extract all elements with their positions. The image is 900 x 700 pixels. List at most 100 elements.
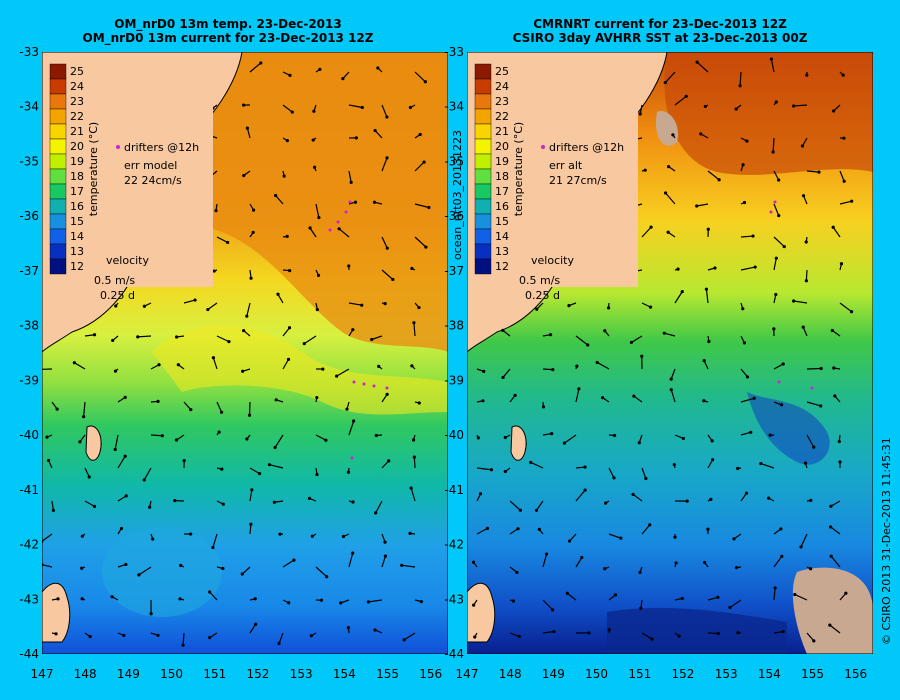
arrow-head — [136, 335, 140, 339]
arrow-head — [829, 504, 833, 508]
arrow-head — [189, 532, 193, 536]
arrow-head — [290, 110, 294, 114]
arrow-head — [580, 555, 584, 560]
arrow-head — [321, 367, 325, 371]
arrow-head — [208, 636, 212, 640]
y-tick-label: -36 — [19, 209, 39, 223]
arrow-head — [767, 496, 771, 500]
velocity-arrow — [670, 389, 676, 403]
arrow-head — [412, 321, 416, 325]
arrow-head — [717, 178, 721, 182]
arrow-head — [110, 595, 114, 599]
arrow-head — [254, 622, 258, 626]
velocity-arrow — [209, 591, 218, 601]
y-tick-label: -40 — [444, 428, 464, 442]
arrow-head — [383, 302, 387, 306]
velocity-arrow — [303, 335, 317, 345]
arrow-head — [372, 200, 377, 204]
velocity-arrow — [770, 58, 775, 73]
y-tick-label: -37 — [19, 264, 39, 278]
velocity-arrow — [839, 302, 852, 313]
colorbar-tick-label: 23 — [495, 95, 509, 108]
arrow-head — [768, 433, 772, 437]
arrow-head — [801, 325, 805, 329]
arrow-head — [666, 230, 670, 234]
arrow-head — [551, 368, 555, 372]
velocity-arrow — [829, 624, 841, 634]
arrow-head — [638, 570, 642, 574]
velocity-arrow — [414, 236, 427, 248]
arrow-head — [113, 369, 118, 373]
velocity-arrow — [413, 457, 416, 469]
drifters — [769, 200, 814, 390]
arrow-head — [707, 339, 711, 344]
arrow-head — [586, 343, 590, 347]
velocity-label: velocity — [531, 254, 574, 267]
velocity-arrow — [740, 368, 748, 378]
velocity-arrow — [414, 161, 425, 172]
arrow-head — [341, 534, 346, 539]
arrow-head — [753, 265, 757, 269]
x-tick-label: 153 — [290, 667, 313, 681]
cloud-mask-1 — [656, 111, 678, 146]
arrow-head — [410, 266, 414, 271]
arrow-head — [742, 200, 747, 205]
arrow-head — [307, 496, 312, 501]
arrow-head — [673, 535, 677, 539]
arrow-head — [288, 268, 292, 273]
arrow-head — [650, 637, 654, 641]
velocity-arrow — [277, 293, 284, 304]
arrow-head — [325, 575, 329, 579]
arrow-head — [649, 225, 653, 229]
y-tick-label: -40 — [19, 428, 39, 442]
arrow-head — [781, 362, 785, 366]
velocity-arrow — [802, 326, 808, 337]
arrow-head — [839, 262, 844, 266]
arrow-head — [288, 73, 292, 77]
colorbar-tick-label: 14 — [495, 230, 509, 243]
arrow-head — [842, 136, 846, 140]
arrow-head — [703, 104, 707, 109]
arrow-head — [193, 298, 197, 302]
arrow-head — [745, 375, 750, 379]
arrow-head — [828, 623, 832, 627]
error-label: err alt — [549, 159, 583, 172]
arrow-head — [541, 405, 546, 409]
velocity-arrow — [631, 335, 643, 343]
arrow-head — [849, 310, 854, 314]
arrow-head — [114, 304, 118, 308]
arrow-head — [503, 469, 507, 474]
arrow-head — [503, 435, 507, 440]
arrow-head — [782, 244, 786, 249]
arrow-head — [374, 433, 378, 438]
arrow-head — [485, 526, 490, 530]
arrow-head — [640, 354, 644, 358]
colorbar-tick-label: 18 — [495, 170, 509, 183]
credit-label: © CSIRO 2013 31-Dec-2013 11:45:31 — [880, 437, 893, 645]
velocity-arrow — [249, 489, 253, 502]
velocity-arrow — [381, 460, 390, 469]
velocity-arrow — [674, 291, 683, 304]
arrow-head — [78, 440, 82, 444]
arrow-head — [551, 608, 555, 612]
colorbar-tick-label: 23 — [70, 95, 84, 108]
arrow-head — [339, 601, 343, 605]
arrow-head — [51, 508, 55, 512]
velocity-arrow — [641, 226, 652, 238]
arrow-head — [702, 399, 706, 403]
arrow-head — [774, 292, 778, 297]
colorbar-tick-label: 20 — [70, 140, 84, 153]
arrow-head — [648, 523, 652, 527]
arrow-head — [779, 403, 784, 407]
arrow-head — [408, 531, 412, 535]
velocity-arrow — [641, 524, 651, 535]
arrow-head — [160, 434, 164, 438]
arrow-head — [680, 290, 684, 294]
arrow-head — [211, 356, 216, 360]
arrow-head — [501, 328, 505, 332]
arrow-head — [360, 303, 364, 307]
arrow-head — [672, 462, 676, 467]
arrow-head — [423, 80, 427, 84]
arrow-head — [819, 404, 823, 408]
